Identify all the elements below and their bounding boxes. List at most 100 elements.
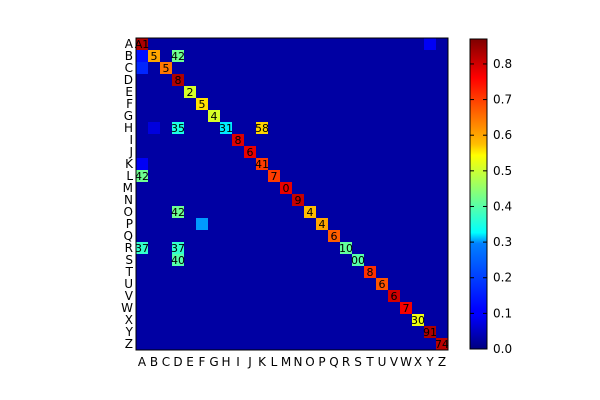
heatmap-cell-R-H	[220, 242, 233, 255]
heatmap-cell-H-S	[352, 122, 365, 135]
heatmap-cell-G-M	[280, 110, 293, 123]
heatmap-cell-J-S	[352, 146, 365, 159]
heatmap-cell-Z-L	[268, 338, 281, 351]
heatmap-cell-P-Q	[328, 218, 341, 231]
heatmap-cell-F-B	[148, 98, 161, 111]
heatmap-cell-C-V	[388, 62, 401, 75]
heatmap-cell-D-N	[292, 74, 305, 87]
heatmap-cell-A-I	[232, 38, 245, 51]
diagonal-label-B: 5	[151, 50, 158, 63]
heatmap-cell-X-X	[412, 314, 425, 327]
y-tick-K: K	[125, 157, 134, 171]
heatmap-cell-Q-Z	[436, 230, 449, 243]
colorbar-tick-label: 0.1	[493, 306, 512, 320]
heatmap-cell-Q-L	[268, 230, 281, 243]
heatmap-cell-R-S	[352, 242, 365, 255]
heatmap-cell-I-G	[208, 134, 221, 147]
heatmap-cell-L-B	[148, 170, 161, 183]
heatmap-cell-I-P	[316, 134, 329, 147]
heatmap-cell-Y-C	[160, 326, 173, 339]
heatmap-cell-R-B	[148, 242, 161, 255]
heatmap-cell-A-F	[196, 38, 209, 51]
heatmap-cell-W-J	[244, 302, 257, 315]
heatmap-cell-R-L	[268, 242, 281, 255]
heatmap-cell-U-M	[280, 278, 293, 291]
heatmap-cell-Q-V	[388, 230, 401, 243]
heatmap-cell-C-A	[136, 62, 149, 75]
heatmap-cell-P-I	[232, 218, 245, 231]
heatmap-cell-X-D	[172, 314, 185, 327]
heatmap-cell-Q-Q	[328, 230, 341, 243]
heatmap-cell-T-Y	[424, 266, 437, 279]
heatmap-cell-S-G	[208, 254, 221, 267]
heatmap-cell-N-L	[268, 194, 281, 207]
heatmap-cell-Z-Z	[436, 338, 449, 351]
heatmap-cell-H-U	[376, 122, 389, 135]
heatmap-cell-J-X	[412, 146, 425, 159]
heatmap-cell-K-H	[220, 158, 233, 171]
cell-label-H-D: 35	[171, 122, 185, 135]
heatmap-cell-C-T	[364, 62, 377, 75]
heatmap-cell-Q-R	[340, 230, 353, 243]
heatmap-cell-D-H	[220, 74, 233, 87]
heatmap-cell-L-L	[268, 170, 281, 183]
heatmap-cell-B-Q	[328, 50, 341, 63]
heatmap-cell-F-P	[316, 98, 329, 111]
heatmap-cell-S-M	[280, 254, 293, 267]
heatmap-cell-H-I	[232, 122, 245, 135]
x-tick-Q: Q	[329, 355, 338, 369]
heatmap-cell-B-P	[316, 50, 329, 63]
heatmap-cell-I-I	[232, 134, 245, 147]
heatmap-cell-N-A	[136, 194, 149, 207]
cell-label-B-D: 42	[171, 50, 185, 63]
heatmap-cell-S-S	[352, 254, 365, 267]
y-tick-W: W	[121, 301, 133, 315]
heatmap-cell-K-W	[400, 158, 413, 171]
heatmap-cell-C-B	[148, 62, 161, 75]
heatmap-cell-J-Q	[328, 146, 341, 159]
heatmap-cell-G-A	[136, 110, 149, 123]
heatmap-cell-W-M	[280, 302, 293, 315]
heatmap-cell-L-H	[220, 170, 233, 183]
y-tick-A: A	[125, 37, 134, 51]
heatmap-cell-M-K	[256, 182, 269, 195]
heatmap-cell-S-W	[400, 254, 413, 267]
heatmap-cell-I-N	[292, 134, 305, 147]
heatmap-cell-W-H	[220, 302, 233, 315]
diagonal-label-P: 4	[319, 218, 326, 231]
heatmap-cell-X-R	[340, 314, 353, 327]
x-tick-B: B	[150, 355, 158, 369]
heatmap-cell-J-J	[244, 146, 257, 159]
heatmap-cell-C-G	[208, 62, 221, 75]
heatmap-cell-A-Y	[424, 38, 437, 51]
heatmap-cell-Z-F	[196, 338, 209, 351]
heatmap-cell-X-U	[376, 314, 389, 327]
heatmap-cell-R-Z	[436, 242, 449, 255]
colorbar-tick-label: 0.3	[493, 235, 512, 249]
heatmap-cell-M-Z	[436, 182, 449, 195]
heatmap-cell-E-S	[352, 86, 365, 99]
heatmap-cell-A-Z	[436, 38, 449, 51]
heatmap-cell-W-U	[376, 302, 389, 315]
heatmap-cell-C-Y	[424, 62, 437, 75]
heatmap-cell-F-R	[340, 98, 353, 111]
heatmap-cell-N-I	[232, 194, 245, 207]
heatmap-cell-D-Y	[424, 74, 437, 87]
heatmap-cell-D-A	[136, 74, 149, 87]
heatmap-cell-F-C	[160, 98, 173, 111]
heatmap-cell-I-D	[172, 134, 185, 147]
x-tick-S: S	[354, 355, 362, 369]
x-tick-P: P	[318, 355, 325, 369]
heatmap-cell-I-O	[304, 134, 317, 147]
heatmap-cell-F-I	[232, 98, 245, 111]
heatmap-cell-K-G	[208, 158, 221, 171]
heatmap-cell-F-Y	[424, 98, 437, 111]
heatmap-cell-Q-H	[220, 230, 233, 243]
heatmap-cell-E-N	[292, 86, 305, 99]
y-tick-P: P	[126, 217, 133, 231]
heatmap-cell-N-T	[364, 194, 377, 207]
heatmap-cell-H-X	[412, 122, 425, 135]
heatmap-cell-O-G	[208, 206, 221, 219]
y-tick-I: I	[129, 133, 133, 147]
